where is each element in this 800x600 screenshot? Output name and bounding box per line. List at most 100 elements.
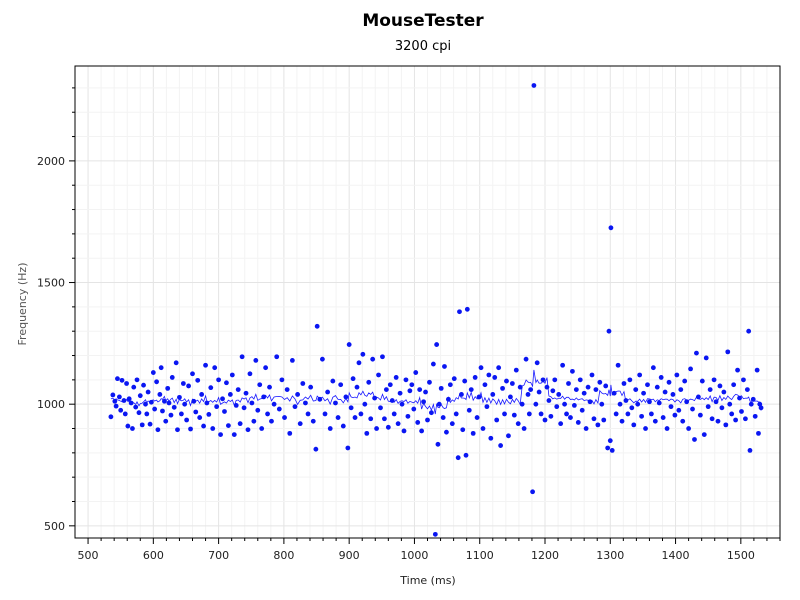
data-point (723, 422, 729, 428)
data-point (417, 387, 423, 392)
data-point (121, 398, 127, 403)
data-point (432, 531, 438, 537)
data-point (226, 423, 231, 428)
data-point (358, 411, 364, 417)
data-point (597, 379, 603, 385)
data-point (621, 381, 627, 386)
data-point (191, 398, 197, 404)
data-point (573, 387, 579, 392)
data-point (705, 404, 711, 410)
data-point (237, 421, 243, 427)
data-point (517, 384, 523, 390)
data-point (413, 370, 419, 375)
data-point (664, 426, 670, 431)
data-point (534, 360, 540, 366)
data-point (608, 225, 614, 231)
data-point (383, 387, 389, 392)
data-point (615, 362, 621, 368)
data-point (333, 400, 338, 406)
data-point (125, 423, 131, 429)
data-point (641, 390, 646, 396)
data-point (284, 387, 290, 392)
data-point (711, 377, 717, 383)
data-point (674, 372, 680, 378)
data-point (177, 394, 182, 400)
data-point (253, 357, 259, 363)
data-point (684, 399, 690, 405)
data-point (462, 378, 468, 384)
data-point (662, 389, 668, 395)
data-point (124, 381, 129, 386)
data-point (754, 367, 760, 373)
data-point (141, 382, 146, 388)
data-point (421, 399, 426, 405)
data-point (145, 389, 151, 395)
data-point (148, 399, 154, 405)
data-point (419, 428, 425, 434)
data-point (752, 413, 758, 419)
data-point (511, 412, 517, 418)
data-point (735, 367, 740, 373)
data-point (562, 401, 567, 407)
data-point (231, 432, 237, 437)
data-point (560, 362, 566, 368)
data-point (556, 392, 562, 397)
data-point (139, 422, 145, 428)
data-point (743, 416, 748, 422)
data-point (190, 371, 195, 377)
data-point (136, 410, 142, 416)
data-point (484, 404, 490, 410)
data-point (459, 392, 464, 397)
data-point (267, 384, 272, 390)
gridlines (75, 66, 781, 538)
data-point (368, 416, 374, 422)
data-point (650, 365, 656, 371)
data-point (472, 375, 478, 380)
data-point (378, 405, 383, 411)
data-point (300, 381, 306, 386)
data-point (265, 411, 270, 417)
data-point (504, 378, 509, 384)
data-point (287, 430, 293, 436)
data-point (179, 411, 184, 417)
data-point (335, 415, 341, 420)
data-point (587, 399, 593, 405)
data-point (593, 387, 599, 392)
data-point (364, 430, 370, 436)
data-point (460, 427, 466, 433)
data-point (606, 328, 612, 334)
data-point (552, 377, 558, 383)
data-point (625, 411, 631, 417)
data-point (327, 426, 333, 431)
y-tick-label: 1000 (37, 398, 65, 411)
data-point (496, 365, 502, 371)
data-point (195, 377, 201, 383)
data-point (391, 411, 397, 417)
data-point (611, 390, 617, 396)
data-point (206, 412, 212, 417)
data-point (387, 382, 393, 388)
data-point (647, 399, 652, 405)
data-point (184, 417, 190, 423)
data-point (453, 411, 459, 417)
data-point (173, 360, 179, 366)
data-point (589, 372, 595, 378)
x-tick-label: 800 (273, 549, 294, 562)
data-point (542, 417, 548, 423)
data-point (295, 392, 300, 397)
data-point (607, 438, 613, 444)
data-point (617, 401, 623, 407)
data-point (666, 379, 672, 385)
data-point (354, 384, 360, 390)
data-point (498, 443, 504, 448)
data-point (370, 356, 376, 362)
data-point (340, 423, 346, 429)
data-point (322, 411, 328, 417)
data-point (274, 354, 280, 360)
data-point (116, 394, 122, 400)
data-point (430, 361, 436, 367)
data-point (631, 422, 637, 428)
data-point (747, 448, 753, 453)
data-point (570, 368, 575, 374)
data-point (492, 375, 498, 380)
